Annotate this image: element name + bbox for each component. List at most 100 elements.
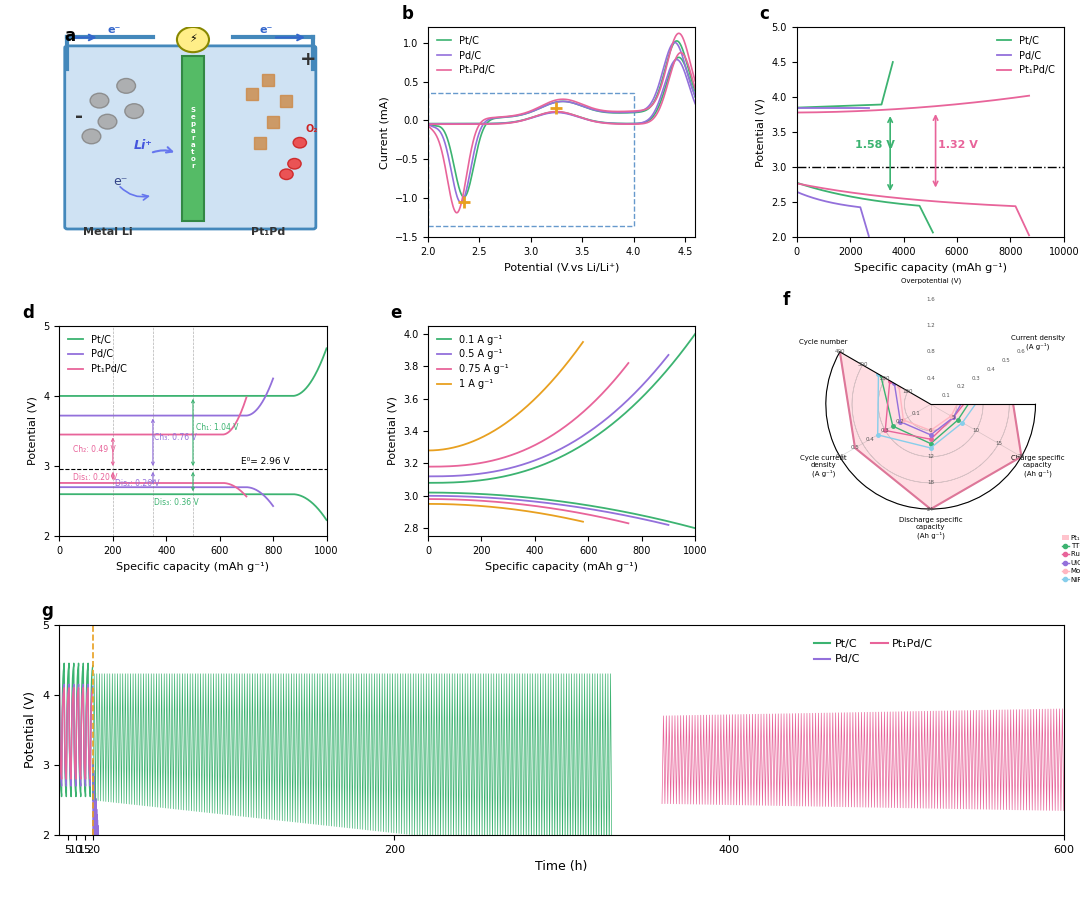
Text: 1.58 V: 1.58 V xyxy=(855,140,895,150)
Pt₁Pd/C xyxy=(470,127,483,137)
Text: -: - xyxy=(76,107,83,126)
Pt/C xyxy=(801,101,814,112)
Pt/C xyxy=(828,101,841,111)
Text: 0.3: 0.3 xyxy=(972,375,981,381)
0.5 A g⁻¹ xyxy=(516,459,529,470)
Pt₁Pd/C xyxy=(895,103,908,114)
Y-axis label: Potential (V): Potential (V) xyxy=(756,98,766,167)
1 A g⁻¹ xyxy=(441,444,454,454)
1 A g⁻¹ xyxy=(483,428,496,439)
Pt/C xyxy=(600,107,613,118)
Pd/C xyxy=(600,107,613,118)
Pt/C xyxy=(212,391,225,401)
Text: g: g xyxy=(41,603,53,621)
Text: 1.32 V: 1.32 V xyxy=(939,140,978,150)
Circle shape xyxy=(90,93,109,108)
Text: 5: 5 xyxy=(951,415,955,420)
Pt₁Pd/C xyxy=(113,429,126,440)
Pt/C xyxy=(179,391,192,401)
Text: f: f xyxy=(783,291,791,309)
Text: a: a xyxy=(65,27,76,45)
Pt₁Pd/C xyxy=(945,100,958,110)
Line: 0.5 A g⁻¹: 0.5 A g⁻¹ xyxy=(428,355,669,476)
0.75 A g⁻¹ xyxy=(501,451,514,462)
0.1 A g⁻¹ xyxy=(509,469,522,480)
Line: Pt₁Pd/C: Pt₁Pd/C xyxy=(428,33,696,213)
Pt/C xyxy=(421,119,434,129)
Circle shape xyxy=(82,129,100,144)
1 A g⁻¹ xyxy=(519,402,532,413)
Pt₁Pd/C xyxy=(450,207,463,218)
Text: Ch₃: 0.76 V: Ch₃: 0.76 V xyxy=(154,433,197,442)
Text: 20: 20 xyxy=(1018,454,1025,459)
0.75 A g⁻¹ xyxy=(567,415,580,426)
Circle shape xyxy=(287,158,301,169)
X-axis label: Specific capacity (mAh g⁻¹): Specific capacity (mAh g⁻¹) xyxy=(853,263,1007,273)
Pt/C xyxy=(822,101,835,112)
Text: Metal Li: Metal Li xyxy=(83,227,132,237)
Pt₁Pd/C xyxy=(543,97,556,108)
1 A g⁻¹ xyxy=(534,389,546,400)
Text: 0.5: 0.5 xyxy=(851,445,860,451)
Text: 0.4: 0.4 xyxy=(987,367,996,372)
Text: +: + xyxy=(300,49,316,69)
Text: 1.6: 1.6 xyxy=(927,297,935,302)
Pt/C xyxy=(272,391,285,401)
Pd/C xyxy=(53,410,66,421)
Pd/C xyxy=(267,373,280,383)
Text: 0.2: 0.2 xyxy=(957,384,966,390)
1 A g⁻¹ xyxy=(472,434,485,445)
Pd/C xyxy=(791,102,804,113)
Text: 300: 300 xyxy=(858,363,868,367)
0.75 A g⁻¹ xyxy=(548,428,561,439)
Text: 15: 15 xyxy=(996,441,1002,446)
Text: 12: 12 xyxy=(927,454,934,459)
Y-axis label: Potential (V): Potential (V) xyxy=(28,397,38,465)
Text: 0.4: 0.4 xyxy=(927,375,935,381)
Text: S
e
p
a
r
a
t
o
r: S e p a r a t o r xyxy=(190,108,195,170)
Pd/C xyxy=(421,119,434,130)
Text: c: c xyxy=(759,4,769,22)
Line: Pd/C: Pd/C xyxy=(59,378,273,416)
0.5 A g⁻¹ xyxy=(421,471,434,481)
Pd/C xyxy=(455,198,468,208)
Pt₁Pd/C xyxy=(791,107,804,118)
Text: 24: 24 xyxy=(927,506,934,512)
0.1 A g⁻¹ xyxy=(616,410,629,421)
Line: Pt₁Pd/C: Pt₁Pd/C xyxy=(59,398,246,435)
Text: 0.1: 0.1 xyxy=(912,410,920,416)
Text: E⁰= 2.96 V: E⁰= 2.96 V xyxy=(241,457,289,466)
1 A g⁻¹ xyxy=(421,445,434,456)
Pd/C xyxy=(689,91,702,101)
Text: 400: 400 xyxy=(835,349,846,355)
Text: 6: 6 xyxy=(929,428,932,433)
Text: b: b xyxy=(402,4,414,22)
Line: Pt/C: Pt/C xyxy=(428,41,696,197)
Pt/C xyxy=(470,151,483,162)
Pt/C xyxy=(53,391,66,401)
0.1 A g⁻¹ xyxy=(615,411,627,422)
0.1 A g⁻¹ xyxy=(454,477,467,488)
Line: 1 A g⁻¹: 1 A g⁻¹ xyxy=(428,342,583,451)
0.75 A g⁻¹ xyxy=(566,416,579,427)
Text: Dis₂: 0.26 V: Dis₂: 0.26 V xyxy=(116,479,160,488)
Text: 0.4: 0.4 xyxy=(866,436,875,442)
Pt₁Pd/C xyxy=(927,101,940,111)
Pt₁Pd/C xyxy=(850,106,863,117)
Pt₁Pd/C xyxy=(53,429,66,440)
Legend: 0.1 A g⁻¹, 0.5 A g⁻¹, 0.75 A g⁻¹, 1 A g⁻¹: 0.1 A g⁻¹, 0.5 A g⁻¹, 0.75 A g⁻¹, 1 A g⁻… xyxy=(433,330,513,393)
Pt/C xyxy=(791,102,804,113)
Pd/C xyxy=(828,102,841,113)
Pd/C xyxy=(122,410,135,421)
Text: e⁻: e⁻ xyxy=(260,25,273,35)
Text: 0.6: 0.6 xyxy=(836,454,845,459)
Legend: Pt/C, Pd/C, Pt₁Pd/C: Pt/C, Pd/C, Pt₁Pd/C xyxy=(65,330,131,378)
Text: ⚡: ⚡ xyxy=(189,34,197,45)
Pt/C xyxy=(580,102,593,113)
0.5 A g⁻¹ xyxy=(450,471,463,481)
Bar xyxy=(428,93,634,225)
Pt/C xyxy=(198,391,211,401)
0.5 A g⁻¹ xyxy=(572,433,585,444)
Pd/C xyxy=(860,102,873,113)
Text: O₂: O₂ xyxy=(306,124,318,134)
